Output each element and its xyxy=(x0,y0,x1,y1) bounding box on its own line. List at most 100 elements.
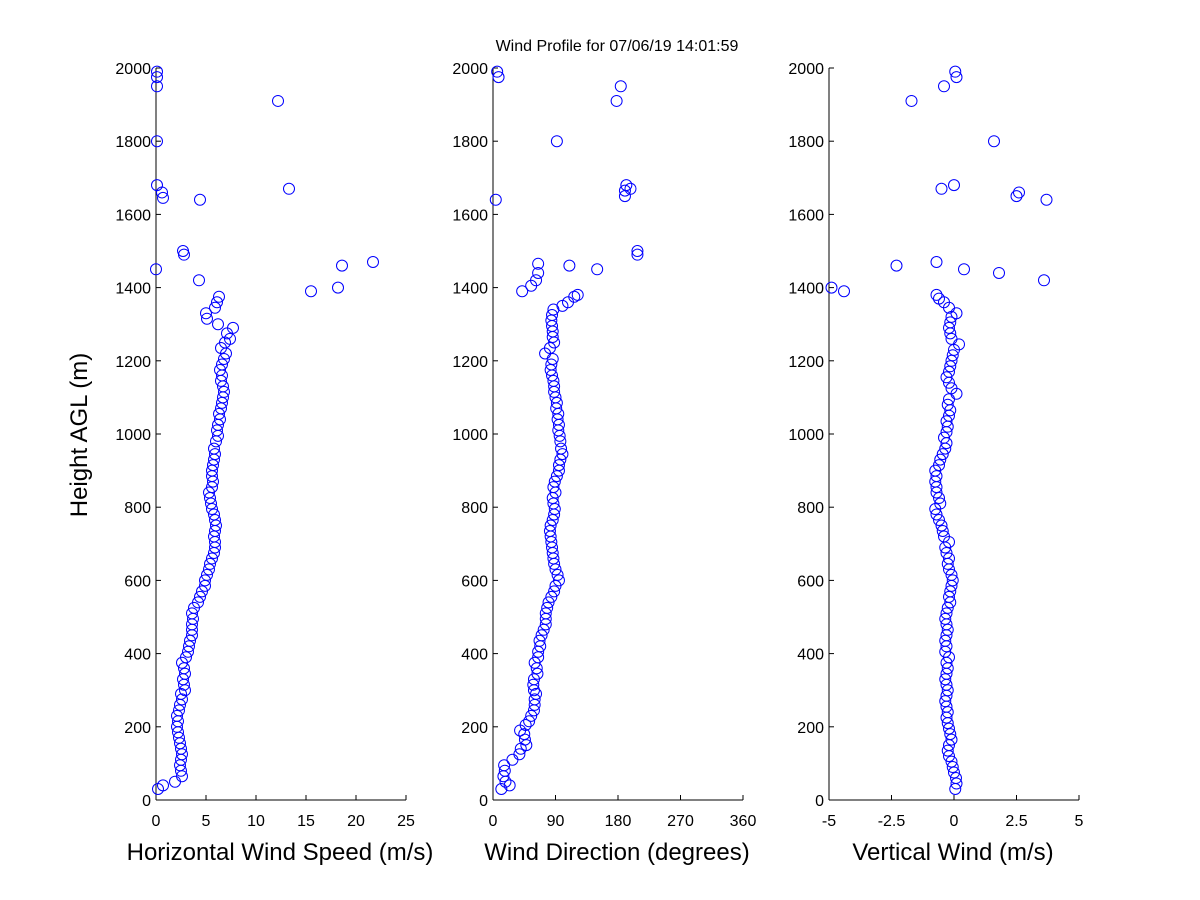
data-point xyxy=(933,459,945,472)
data-point xyxy=(934,453,947,466)
data-point xyxy=(157,191,169,204)
data-point xyxy=(513,748,526,761)
data-point xyxy=(936,448,949,461)
data-point xyxy=(208,442,220,455)
data-point xyxy=(519,718,532,731)
data-point xyxy=(176,693,188,706)
y-tick-label: 1400 xyxy=(788,281,824,298)
data-point xyxy=(151,65,163,78)
data-point xyxy=(169,775,181,788)
data-point xyxy=(213,407,225,420)
data-point xyxy=(193,274,205,287)
data-point xyxy=(940,371,953,384)
data-point xyxy=(571,288,584,301)
x-tick-label: 20 xyxy=(347,813,365,830)
data-point xyxy=(213,290,225,303)
x-axis-title: Vertical Wind (m/s) xyxy=(852,839,1053,866)
y-tick-label: 1600 xyxy=(788,207,824,224)
data-point xyxy=(943,722,955,735)
data-point xyxy=(941,684,954,697)
y-tick-label: 600 xyxy=(461,573,488,590)
data-point xyxy=(939,634,952,647)
data-point xyxy=(940,607,953,620)
data-point xyxy=(547,481,560,494)
data-point xyxy=(545,358,558,371)
x-tick-label: 0 xyxy=(489,813,498,830)
data-point xyxy=(930,255,943,268)
data-point xyxy=(933,514,945,527)
data-point xyxy=(988,135,1000,148)
data-point xyxy=(940,546,953,559)
data-point xyxy=(151,179,163,192)
data-point xyxy=(201,312,213,325)
x-tick-label: 10 xyxy=(247,813,265,830)
data-point xyxy=(151,135,163,148)
data-point xyxy=(938,80,950,93)
data-point xyxy=(552,459,565,472)
data-point xyxy=(1040,193,1053,206)
x-tick-label: 270 xyxy=(667,813,694,830)
x-tick-label: 2.5 xyxy=(1005,813,1027,830)
data-point xyxy=(178,248,190,261)
data-point xyxy=(224,332,236,345)
data-point xyxy=(535,629,548,642)
y-tick-label: 1000 xyxy=(115,427,151,444)
y-tick-label: 1200 xyxy=(788,354,824,371)
data-point xyxy=(498,764,511,777)
data-point xyxy=(156,186,168,199)
data-point xyxy=(940,415,953,428)
data-point xyxy=(211,424,223,437)
y-tick-label: 0 xyxy=(479,793,488,810)
data-point xyxy=(943,321,955,334)
data-point xyxy=(532,266,545,279)
data-point xyxy=(151,71,163,84)
data-point xyxy=(941,623,954,636)
data-point xyxy=(204,557,216,570)
data-point xyxy=(518,733,531,746)
direction-panel: Wind Direction (degrees) 0 200 400 600 800 10… xyxy=(452,61,756,866)
y-tick-label: 1800 xyxy=(788,134,824,151)
data-point xyxy=(936,524,949,537)
y-tick-label: 800 xyxy=(124,500,151,517)
data-point xyxy=(194,590,206,603)
data-point xyxy=(1038,274,1050,287)
y-tick-label: 200 xyxy=(461,720,488,737)
data-point xyxy=(943,590,955,603)
data-point xyxy=(179,667,191,680)
data-point xyxy=(211,296,223,309)
data-point xyxy=(944,728,957,741)
data-point xyxy=(214,363,226,376)
x-tick-label: 360 xyxy=(730,813,757,830)
data-point xyxy=(943,365,955,378)
data-point xyxy=(934,497,947,510)
data-point xyxy=(618,184,631,197)
data-point xyxy=(332,281,344,294)
data-point xyxy=(283,182,295,195)
data-point xyxy=(192,596,204,609)
data-point xyxy=(939,612,952,625)
data-point xyxy=(545,590,558,603)
y-tick-label: 1000 xyxy=(788,427,824,444)
y-tick-label: 1800 xyxy=(452,134,488,151)
data-point xyxy=(272,94,284,107)
data-point xyxy=(543,524,556,537)
data-point xyxy=(544,519,557,532)
data-point xyxy=(948,179,960,192)
y-tick-label: 200 xyxy=(797,720,824,737)
data-point xyxy=(930,508,943,521)
data-point xyxy=(563,259,576,272)
data-point xyxy=(825,281,838,294)
data-point xyxy=(620,179,633,192)
data-point xyxy=(518,728,531,741)
data-point xyxy=(935,182,948,195)
data-point xyxy=(209,301,221,314)
data-point xyxy=(941,744,954,757)
data-point xyxy=(177,245,189,257)
x-tick-label: 0 xyxy=(950,813,959,830)
x-tick-label: 180 xyxy=(605,813,632,830)
data-point xyxy=(541,601,554,614)
data-point xyxy=(175,687,187,700)
x-axis-title: Wind Direction (degrees) xyxy=(484,839,749,866)
data-point xyxy=(200,307,212,320)
